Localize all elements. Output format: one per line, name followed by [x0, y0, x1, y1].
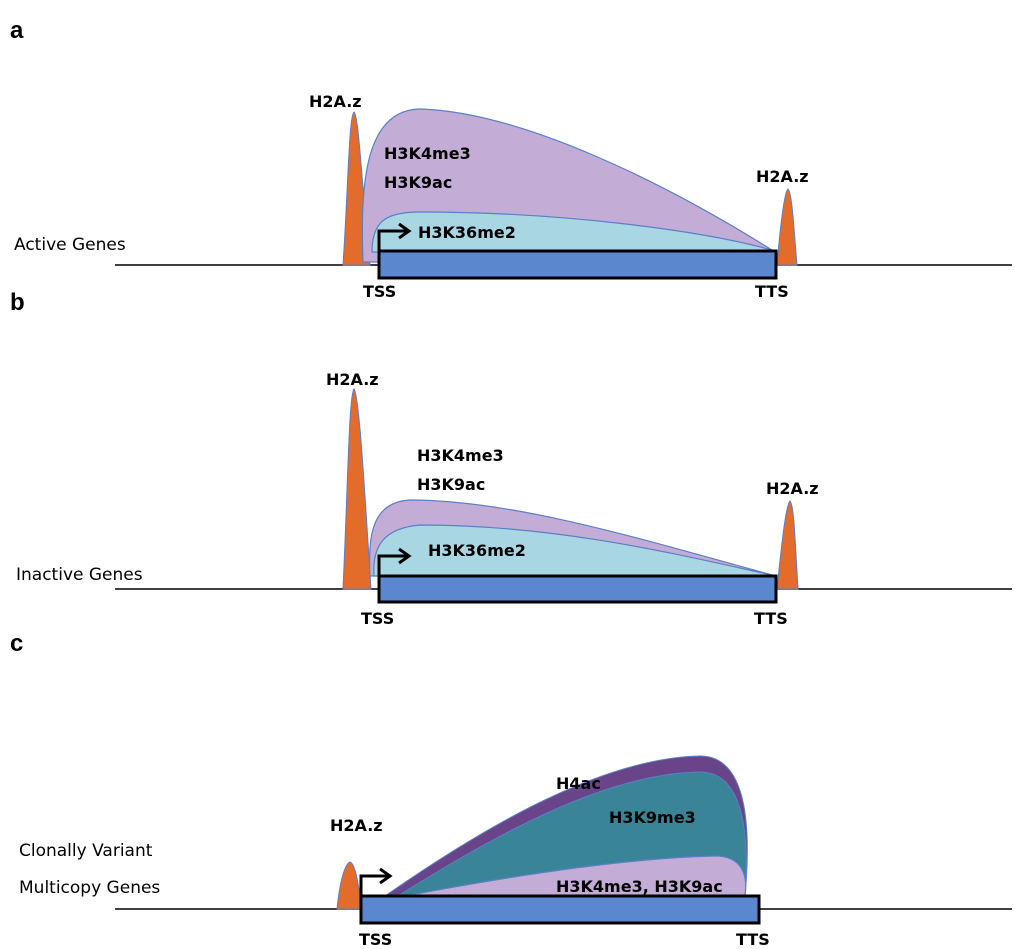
panel-a-tss-label: TSS: [363, 282, 396, 301]
panel-c-tss-arrow: [359, 874, 388, 896]
panel-c-h4ac-label: H4ac: [556, 774, 601, 793]
panel-a-h2az-right-peak: [776, 188, 798, 266]
panel-c-arrowhead: [379, 867, 393, 885]
panel-b-h2az-right-peak: [776, 500, 799, 590]
panel-c-h2az-left-label: H2A.z: [330, 816, 383, 835]
panel-a-mark-inner: H3K36me2: [418, 223, 516, 242]
panel-b-tss-arrow: [377, 554, 408, 576]
panel-c-h2az-left-peak: [336, 861, 363, 910]
panel-a: a Active Genes H2A.z H3K4me3 H3K9ac H2A.…: [10, 17, 1012, 301]
panel-a-letter: a: [10, 17, 24, 44]
panel-b-mark-top-2: H3K9ac: [417, 475, 485, 494]
panel-c-letter: c: [10, 630, 23, 657]
panel-a-h2az-right-label: H2A.z: [756, 167, 809, 186]
panel-a-tss-arrow: [377, 229, 408, 251]
panel-b-gene-body: [377, 574, 778, 604]
panel-b-mark-top-1: H3K4me3: [417, 446, 504, 465]
panel-a-mark-top-1: H3K4me3: [384, 144, 471, 163]
panel-b-tts-label: TTS: [754, 609, 788, 628]
panel-a-mark-top-2: H3K9ac: [384, 173, 452, 192]
panel-b: b Inactive Genes H2A.z H3K4me3 H3K9ac H2…: [10, 289, 1012, 628]
panel-c-gene-body: [359, 894, 761, 925]
panel-a-arrowhead: [398, 222, 412, 240]
panel-b-h2az-left-peak: [342, 388, 372, 590]
panel-a-gene-body: [377, 249, 778, 280]
panel-a-row-label: Active Genes: [14, 235, 126, 255]
panel-b-letter: b: [10, 289, 25, 316]
panel-c-row-label-1: Clonally Variant: [19, 841, 153, 861]
panel-c-bottom-mark-label: H3K4me3, H3K9ac: [556, 877, 723, 896]
panel-b-h2az-left-label: H2A.z: [326, 370, 379, 389]
panel-c-h3k4me3-region: [404, 855, 747, 897]
panel-c-tss-label: TSS: [359, 930, 392, 949]
panel-a-h3k36me2-region: [371, 211, 773, 253]
panel-a-h2az-left-label: H2A.z: [309, 92, 362, 111]
panel-b-h3k36me2-region: [373, 524, 777, 577]
panel-c-h3k9me3-label: H3K9me3: [609, 808, 696, 827]
panel-c: c Clonally Variant Multicopy Genes H2A.z…: [10, 630, 1012, 949]
panel-b-tss-label: TSS: [361, 609, 394, 628]
panel-b-arrowhead: [398, 547, 412, 565]
panel-c-tts-label: TTS: [736, 930, 770, 949]
panel-b-row-label: Inactive Genes: [16, 565, 143, 585]
panel-b-mark-inner: H3K36me2: [428, 541, 526, 560]
panel-c-row-label-2: Multicopy Genes: [19, 878, 160, 898]
panel-b-h2az-right-label: H2A.z: [766, 479, 819, 498]
panel-a-tts-label: TTS: [755, 282, 789, 301]
